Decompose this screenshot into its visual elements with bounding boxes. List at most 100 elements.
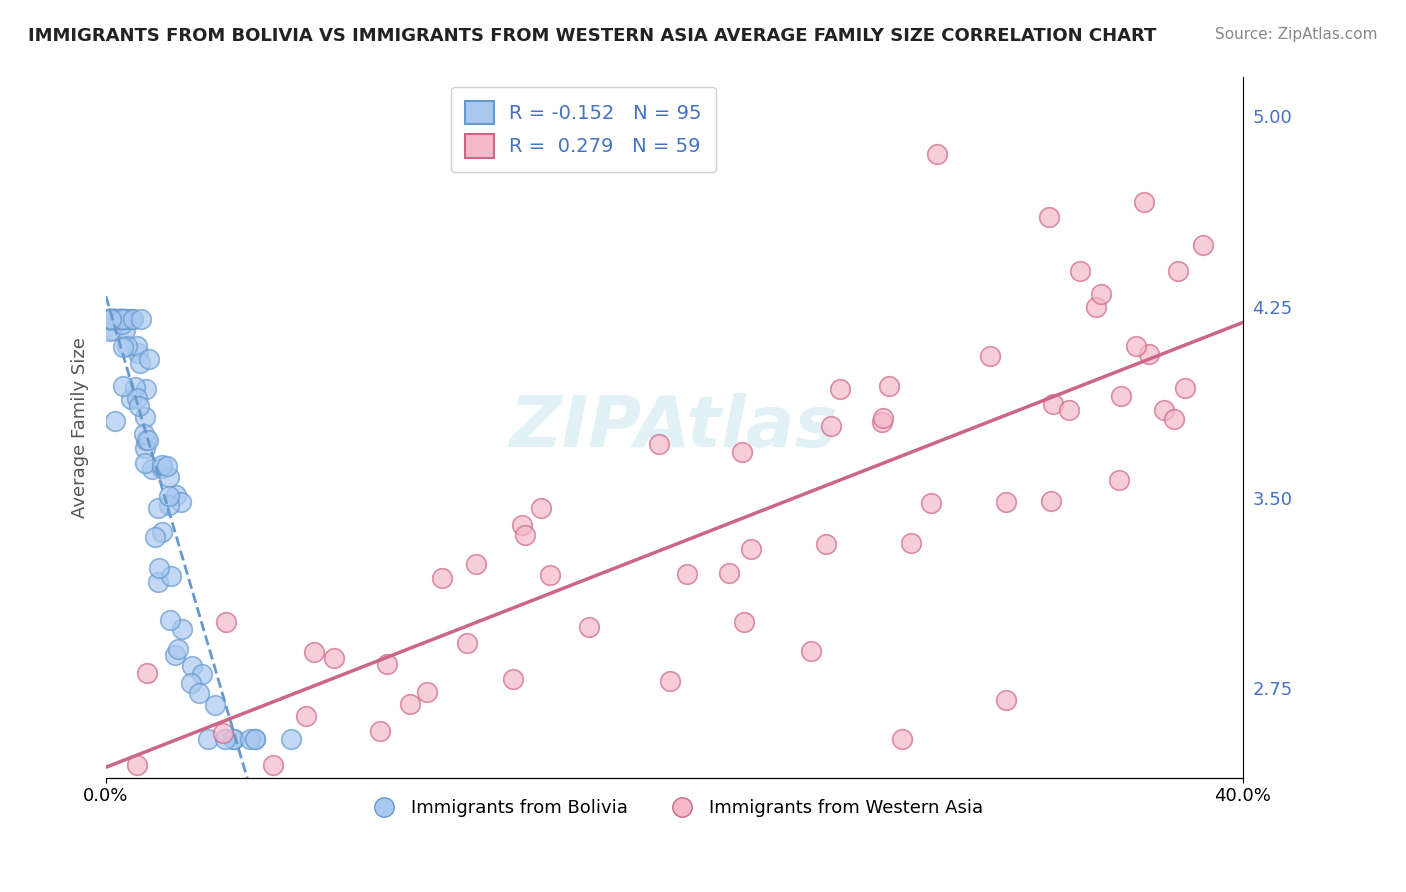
Point bbox=[108, 312, 131, 326]
Point bbox=[98, 324, 121, 338]
Point bbox=[128, 399, 150, 413]
Point bbox=[262, 757, 284, 772]
Point bbox=[101, 323, 124, 337]
Point bbox=[1042, 397, 1064, 411]
Point bbox=[204, 698, 226, 712]
Point bbox=[877, 379, 900, 393]
Point bbox=[815, 537, 838, 551]
Point bbox=[128, 356, 150, 370]
Point bbox=[180, 676, 202, 690]
Point bbox=[138, 351, 160, 366]
Point bbox=[114, 323, 136, 337]
Point bbox=[465, 557, 488, 571]
Point bbox=[108, 312, 131, 326]
Point bbox=[104, 312, 127, 326]
Point bbox=[1085, 300, 1108, 314]
Point bbox=[197, 732, 219, 747]
Point bbox=[828, 382, 851, 396]
Point bbox=[243, 732, 266, 747]
Point bbox=[1108, 473, 1130, 487]
Point bbox=[100, 312, 122, 326]
Point bbox=[1109, 389, 1132, 403]
Point bbox=[294, 709, 316, 723]
Point bbox=[280, 732, 302, 747]
Point bbox=[112, 378, 135, 392]
Point bbox=[103, 312, 125, 326]
Point bbox=[97, 312, 120, 326]
Point bbox=[107, 312, 129, 326]
Point bbox=[375, 657, 398, 672]
Point bbox=[100, 312, 122, 326]
Point bbox=[157, 469, 180, 483]
Point bbox=[578, 620, 600, 634]
Point bbox=[502, 672, 524, 686]
Point bbox=[368, 724, 391, 739]
Point bbox=[163, 648, 186, 662]
Point bbox=[870, 415, 893, 429]
Point bbox=[659, 673, 682, 688]
Point bbox=[148, 574, 170, 589]
Point bbox=[925, 146, 948, 161]
Point bbox=[733, 615, 755, 629]
Y-axis label: Average Family Size: Average Family Size bbox=[72, 337, 89, 518]
Text: IMMIGRANTS FROM BOLIVIA VS IMMIGRANTS FROM WESTERN ASIA AVERAGE FAMILY SIZE CORR: IMMIGRANTS FROM BOLIVIA VS IMMIGRANTS FR… bbox=[28, 27, 1157, 45]
Point bbox=[416, 685, 439, 699]
Point bbox=[125, 339, 148, 353]
Point bbox=[104, 414, 127, 428]
Point bbox=[97, 312, 120, 326]
Point bbox=[979, 349, 1001, 363]
Point bbox=[129, 312, 152, 326]
Point bbox=[731, 445, 754, 459]
Point bbox=[920, 496, 942, 510]
Point bbox=[994, 693, 1017, 707]
Point bbox=[101, 312, 124, 326]
Point bbox=[187, 686, 209, 700]
Point bbox=[214, 732, 236, 747]
Point bbox=[135, 665, 157, 680]
Point bbox=[111, 312, 134, 326]
Point bbox=[97, 312, 120, 326]
Point bbox=[538, 568, 561, 582]
Point bbox=[134, 427, 156, 442]
Point bbox=[101, 312, 124, 326]
Point bbox=[135, 433, 157, 447]
Point bbox=[302, 644, 325, 658]
Point bbox=[134, 441, 156, 455]
Point bbox=[148, 501, 170, 516]
Point bbox=[127, 391, 149, 405]
Point bbox=[221, 732, 243, 747]
Point bbox=[124, 380, 146, 394]
Point bbox=[125, 757, 148, 772]
Point bbox=[648, 437, 671, 451]
Point bbox=[127, 346, 149, 360]
Point bbox=[150, 458, 173, 472]
Point bbox=[110, 312, 132, 326]
Point bbox=[1137, 346, 1160, 360]
Point bbox=[820, 419, 842, 434]
Point bbox=[98, 312, 121, 326]
Point bbox=[97, 312, 120, 326]
Point bbox=[111, 312, 134, 326]
Point bbox=[150, 524, 173, 539]
Point bbox=[150, 461, 173, 475]
Point bbox=[148, 561, 170, 575]
Point bbox=[224, 732, 246, 747]
Point bbox=[97, 312, 120, 326]
Point bbox=[97, 312, 120, 326]
Point bbox=[215, 615, 238, 629]
Point bbox=[180, 659, 202, 673]
Point bbox=[1038, 211, 1060, 225]
Point bbox=[191, 667, 214, 681]
Point bbox=[1069, 263, 1091, 277]
Point bbox=[900, 536, 922, 550]
Point bbox=[211, 726, 233, 740]
Point bbox=[134, 456, 156, 470]
Point bbox=[1163, 412, 1185, 426]
Point bbox=[115, 312, 138, 326]
Point bbox=[141, 462, 163, 476]
Point bbox=[97, 312, 120, 326]
Point bbox=[1167, 264, 1189, 278]
Point bbox=[104, 312, 127, 326]
Point bbox=[718, 566, 741, 581]
Point bbox=[995, 495, 1018, 509]
